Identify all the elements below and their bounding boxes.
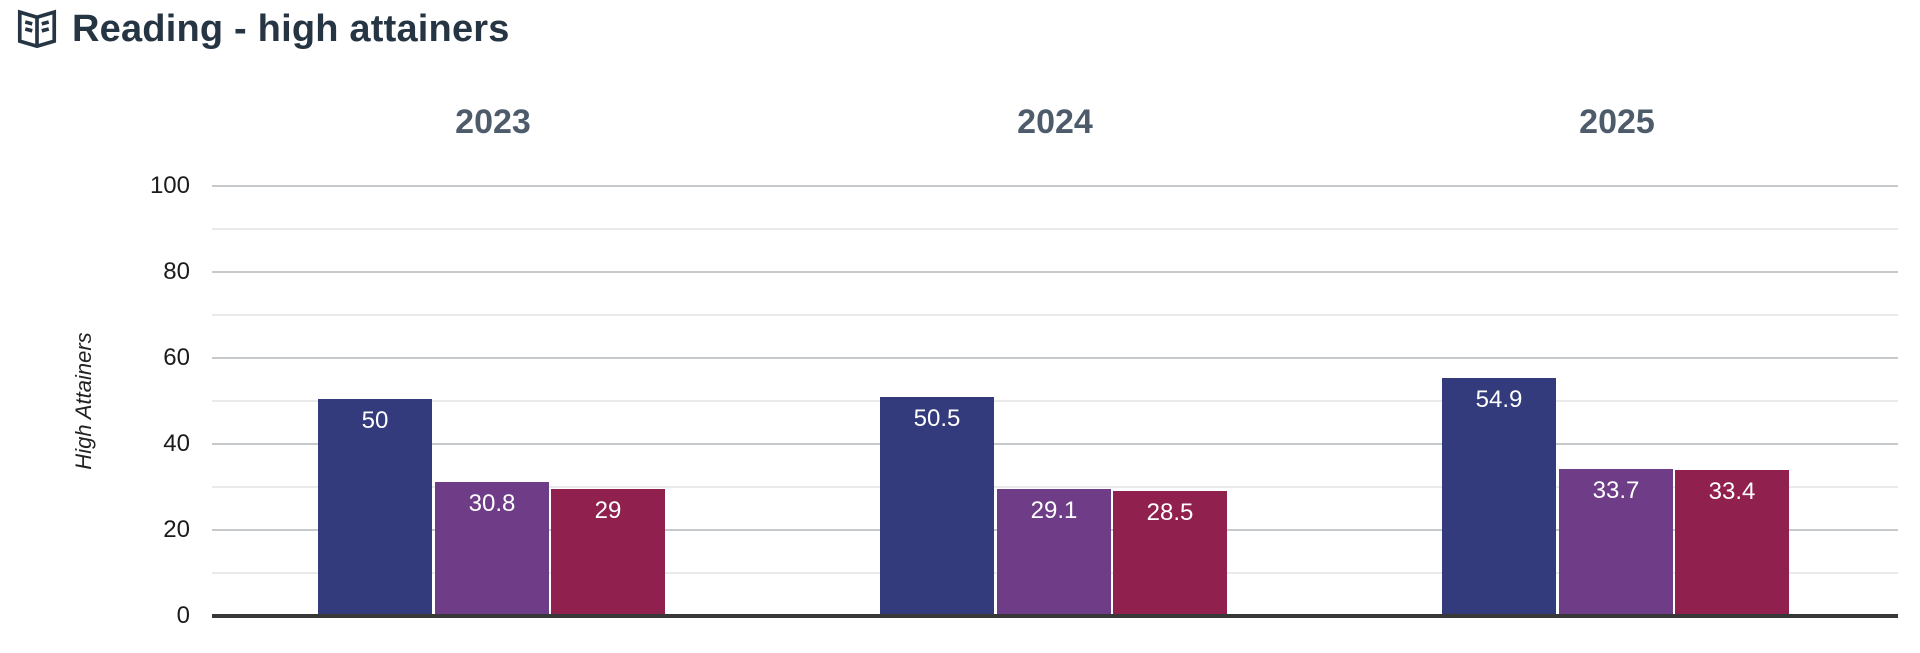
plot-area: 50 30.8 29 50.5 29.1 28.5 54.9 33.7 33.4 [212,185,1898,618]
bar-value-label: 28.5 [1146,499,1194,527]
y-tick-label: 20 [163,516,190,543]
bar-value-label: 33.7 [1592,477,1640,505]
bar-group-2025: 54.9 33.7 33.4 [1336,186,1898,616]
gridline-major [212,271,1898,273]
bar-2025-crimson-series: 33.4 [1675,470,1789,614]
y-tick-label: 0 [176,602,190,629]
bar-value-label: 33.4 [1708,478,1756,506]
gridline-minor [212,400,1898,402]
year-header-2023: 2023 [455,103,531,141]
bar-group-2023: 50 30.8 29 [212,186,774,616]
chart-header: Reading - high attainers [14,6,510,52]
bar-2023-purple-series: 30.8 [435,481,549,614]
bar-group-2024: 50.5 29.1 28.5 [774,186,1336,616]
page-title: Reading - high attainers [72,7,510,50]
bar-2023-crimson-series: 29 [551,489,665,614]
bar-value-label: 54.9 [1475,385,1523,413]
y-tick-label: 60 [163,344,190,371]
bar-2024-blue-series: 50.5 [880,396,994,614]
bar-2024-purple-series: 29.1 [997,488,1111,614]
y-tick-label: 80 [163,258,190,285]
gridline-major [212,357,1898,359]
bar-2025-blue-series: 54.9 [1442,377,1556,614]
y-tick-label: 100 [149,172,190,199]
bar-value-label: 29 [594,497,622,525]
year-header-2025: 2025 [1579,103,1655,141]
bar-2025-purple-series: 33.7 [1559,469,1673,614]
bar-value-label: 30.8 [468,489,516,517]
bar-2024-crimson-series: 28.5 [1113,491,1227,614]
x-axis-line [212,614,1898,618]
year-header-2024: 2024 [1017,103,1093,141]
gridline-major [212,185,1898,187]
gridline-minor [212,314,1898,316]
gridline-minor [212,486,1898,488]
open-book-icon [14,6,60,52]
bar-2023-blue-series: 50 [318,399,432,614]
y-tick-label: 40 [163,430,190,457]
bar-value-label: 29.1 [1030,496,1078,524]
bar-value-label: 50.5 [913,404,961,432]
bar-value-label: 50 [361,407,389,434]
gridline-major [212,443,1898,445]
gridline-minor [212,228,1898,230]
